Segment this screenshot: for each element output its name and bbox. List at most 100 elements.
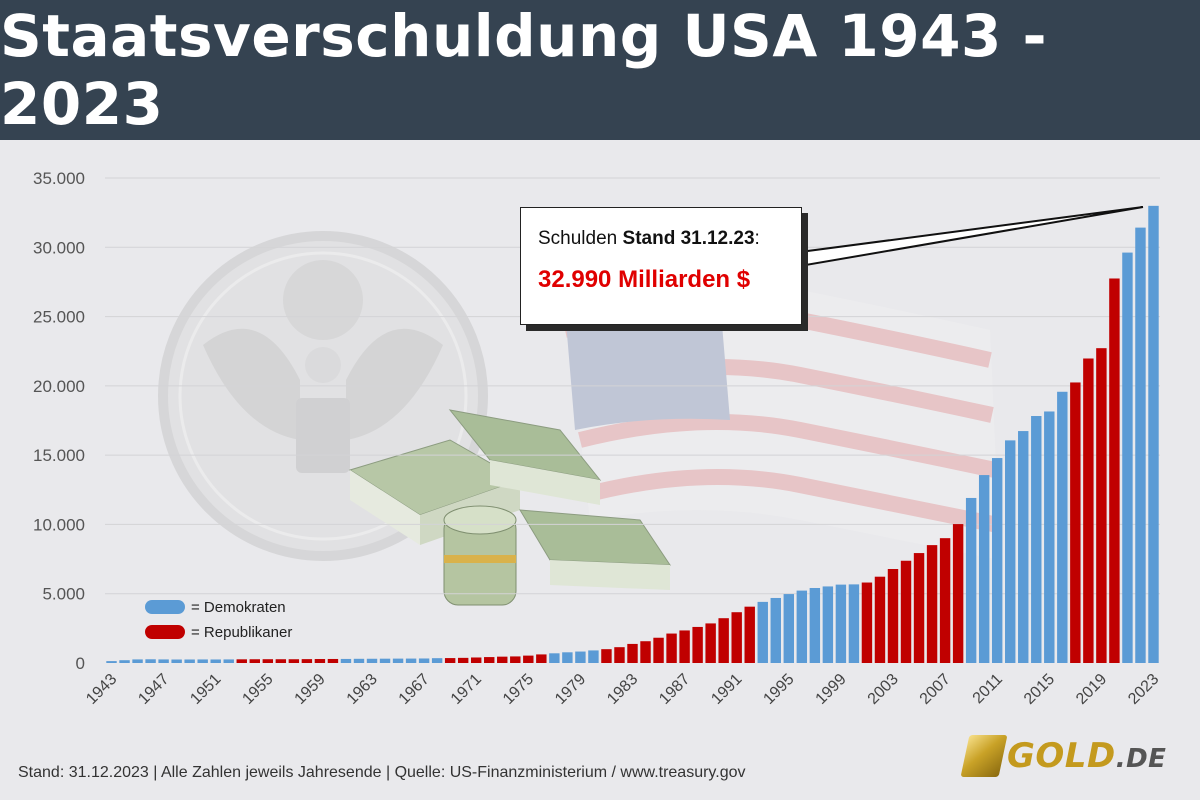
bar-1949 xyxy=(184,659,195,663)
bar-2016 xyxy=(1057,391,1068,663)
bar-1982 xyxy=(614,647,625,663)
bar-2017 xyxy=(1070,382,1081,663)
bar-1993 xyxy=(757,601,768,663)
legend-swatch-blue xyxy=(145,600,185,614)
x-tick-label: 2011 xyxy=(970,671,1006,707)
bar-1999 xyxy=(835,584,847,663)
x-tick-label: 1971 xyxy=(448,671,485,708)
bar-1994 xyxy=(770,597,781,663)
bar-1962 xyxy=(353,658,365,663)
bar-1963 xyxy=(366,658,378,663)
bar-1960 xyxy=(327,658,339,663)
x-tick-label: 1943 xyxy=(83,671,120,708)
bar-1988 xyxy=(692,626,703,663)
bar-2012 xyxy=(1005,440,1016,663)
legend-item-republikaner: = Republikaner xyxy=(145,621,292,643)
dollar-bundles-image xyxy=(348,409,671,606)
bar-1976 xyxy=(536,654,547,663)
bar-1945 xyxy=(132,659,143,663)
bar-1950 xyxy=(197,659,208,663)
logo-text: GOLD.DE xyxy=(1007,736,1166,776)
bar-1995 xyxy=(783,594,795,663)
callout-colon: : xyxy=(754,228,760,249)
x-tick-label: 1987 xyxy=(656,671,693,708)
x-tick-label: 2003 xyxy=(865,671,902,708)
bar-1985 xyxy=(653,637,664,663)
bar-1959 xyxy=(314,659,326,663)
page-title: Staatsverschuldung USA 1943 - 2023 xyxy=(0,2,1048,138)
y-tick-label: 20.000 xyxy=(33,377,85,396)
bar-1955 xyxy=(262,659,274,663)
callout-pointer xyxy=(799,206,1144,268)
bar-1964 xyxy=(379,658,391,663)
bar-1967 xyxy=(418,658,430,663)
y-tick-label: 35.000 xyxy=(33,169,85,188)
bar-1944 xyxy=(119,660,130,663)
bar-1965 xyxy=(392,658,404,663)
x-axis: 1943 1947 1951 1955 1959 1963 1967 1971 1975 1979… xyxy=(83,671,1162,708)
header-bar: Staatsverschuldung USA 1943 - 2023 xyxy=(0,0,1200,140)
y-axis: 0 5.000 10.000 15.000 20.000 25.000 30.000 35.0… xyxy=(33,169,85,673)
bar-1978 xyxy=(562,652,573,663)
bar-1971 xyxy=(470,657,482,663)
legend-label-demokraten: = Demokraten xyxy=(191,598,286,616)
bar-2020 xyxy=(1109,278,1120,663)
y-tick-label: 30.000 xyxy=(33,238,85,257)
bar-1997 xyxy=(809,587,821,663)
footer-source: Stand: 31.12.2023 | Alle Zahlen jeweils … xyxy=(18,764,746,781)
gold-de-logo[interactable]: GOLD.DE xyxy=(960,735,1166,777)
callout-line1: Schulden Stand 31.12.23: xyxy=(538,228,801,250)
x-tick-label: 1967 xyxy=(396,671,433,708)
bar-2000 xyxy=(848,584,860,663)
bar-2018 xyxy=(1083,358,1094,663)
bar-1990 xyxy=(718,618,729,663)
x-tick-label: 1947 xyxy=(135,671,172,708)
bar-2015 xyxy=(1044,411,1055,663)
bar-2007 xyxy=(939,538,951,663)
x-tick-label: 1955 xyxy=(239,671,276,708)
bar-1977 xyxy=(549,653,560,663)
callout-prefix: Schulden xyxy=(538,228,623,249)
x-tick-label: 1963 xyxy=(344,671,381,708)
bar-1954 xyxy=(249,659,260,663)
x-tick-label: 1991 xyxy=(708,671,745,708)
bar-1975 xyxy=(523,655,534,663)
x-tick-label: 2015 xyxy=(1021,671,1058,708)
bar-2005 xyxy=(913,553,925,663)
bar-2003 xyxy=(887,569,899,663)
logo-suffix: .DE xyxy=(1115,744,1167,774)
bar-1983 xyxy=(627,643,638,663)
bar-2009 xyxy=(965,497,977,663)
bar-2004 xyxy=(900,560,912,663)
x-tick-label: 1999 xyxy=(813,671,850,708)
y-tick-label: 0 xyxy=(76,654,85,673)
x-tick-label: 1959 xyxy=(292,671,329,708)
bar-1943 xyxy=(106,661,117,663)
callout-value: 32.990 Milliarden $ xyxy=(538,266,751,293)
bar-1973 xyxy=(497,656,508,663)
bar-1968 xyxy=(431,658,443,663)
legend-label-republikaner: = Republikaner xyxy=(191,623,293,641)
bar-2023 xyxy=(1148,205,1159,663)
bar-1979 xyxy=(575,651,586,663)
bar-1980 xyxy=(588,650,599,663)
bar-1974 xyxy=(510,656,521,663)
bar-2022 xyxy=(1135,227,1146,664)
bar-2002 xyxy=(874,576,886,663)
x-tick-label: 1979 xyxy=(552,671,589,708)
bar-1986 xyxy=(666,633,677,663)
bar-1951 xyxy=(210,659,221,663)
x-tick-label: 1983 xyxy=(604,671,641,708)
bar-1989 xyxy=(705,623,716,663)
logo-main: GOLD xyxy=(1007,736,1116,776)
bar-1947 xyxy=(158,659,169,663)
x-tick-label: 2023 xyxy=(1125,671,1162,708)
bar-2010 xyxy=(978,475,990,663)
bar-2021 xyxy=(1122,252,1133,663)
bar-1970 xyxy=(457,657,469,663)
us-seal-image xyxy=(158,231,488,561)
y-tick-label: 5.000 xyxy=(42,585,85,604)
bars xyxy=(106,205,1159,664)
bar-2019 xyxy=(1096,348,1107,663)
bar-1981 xyxy=(601,649,612,663)
